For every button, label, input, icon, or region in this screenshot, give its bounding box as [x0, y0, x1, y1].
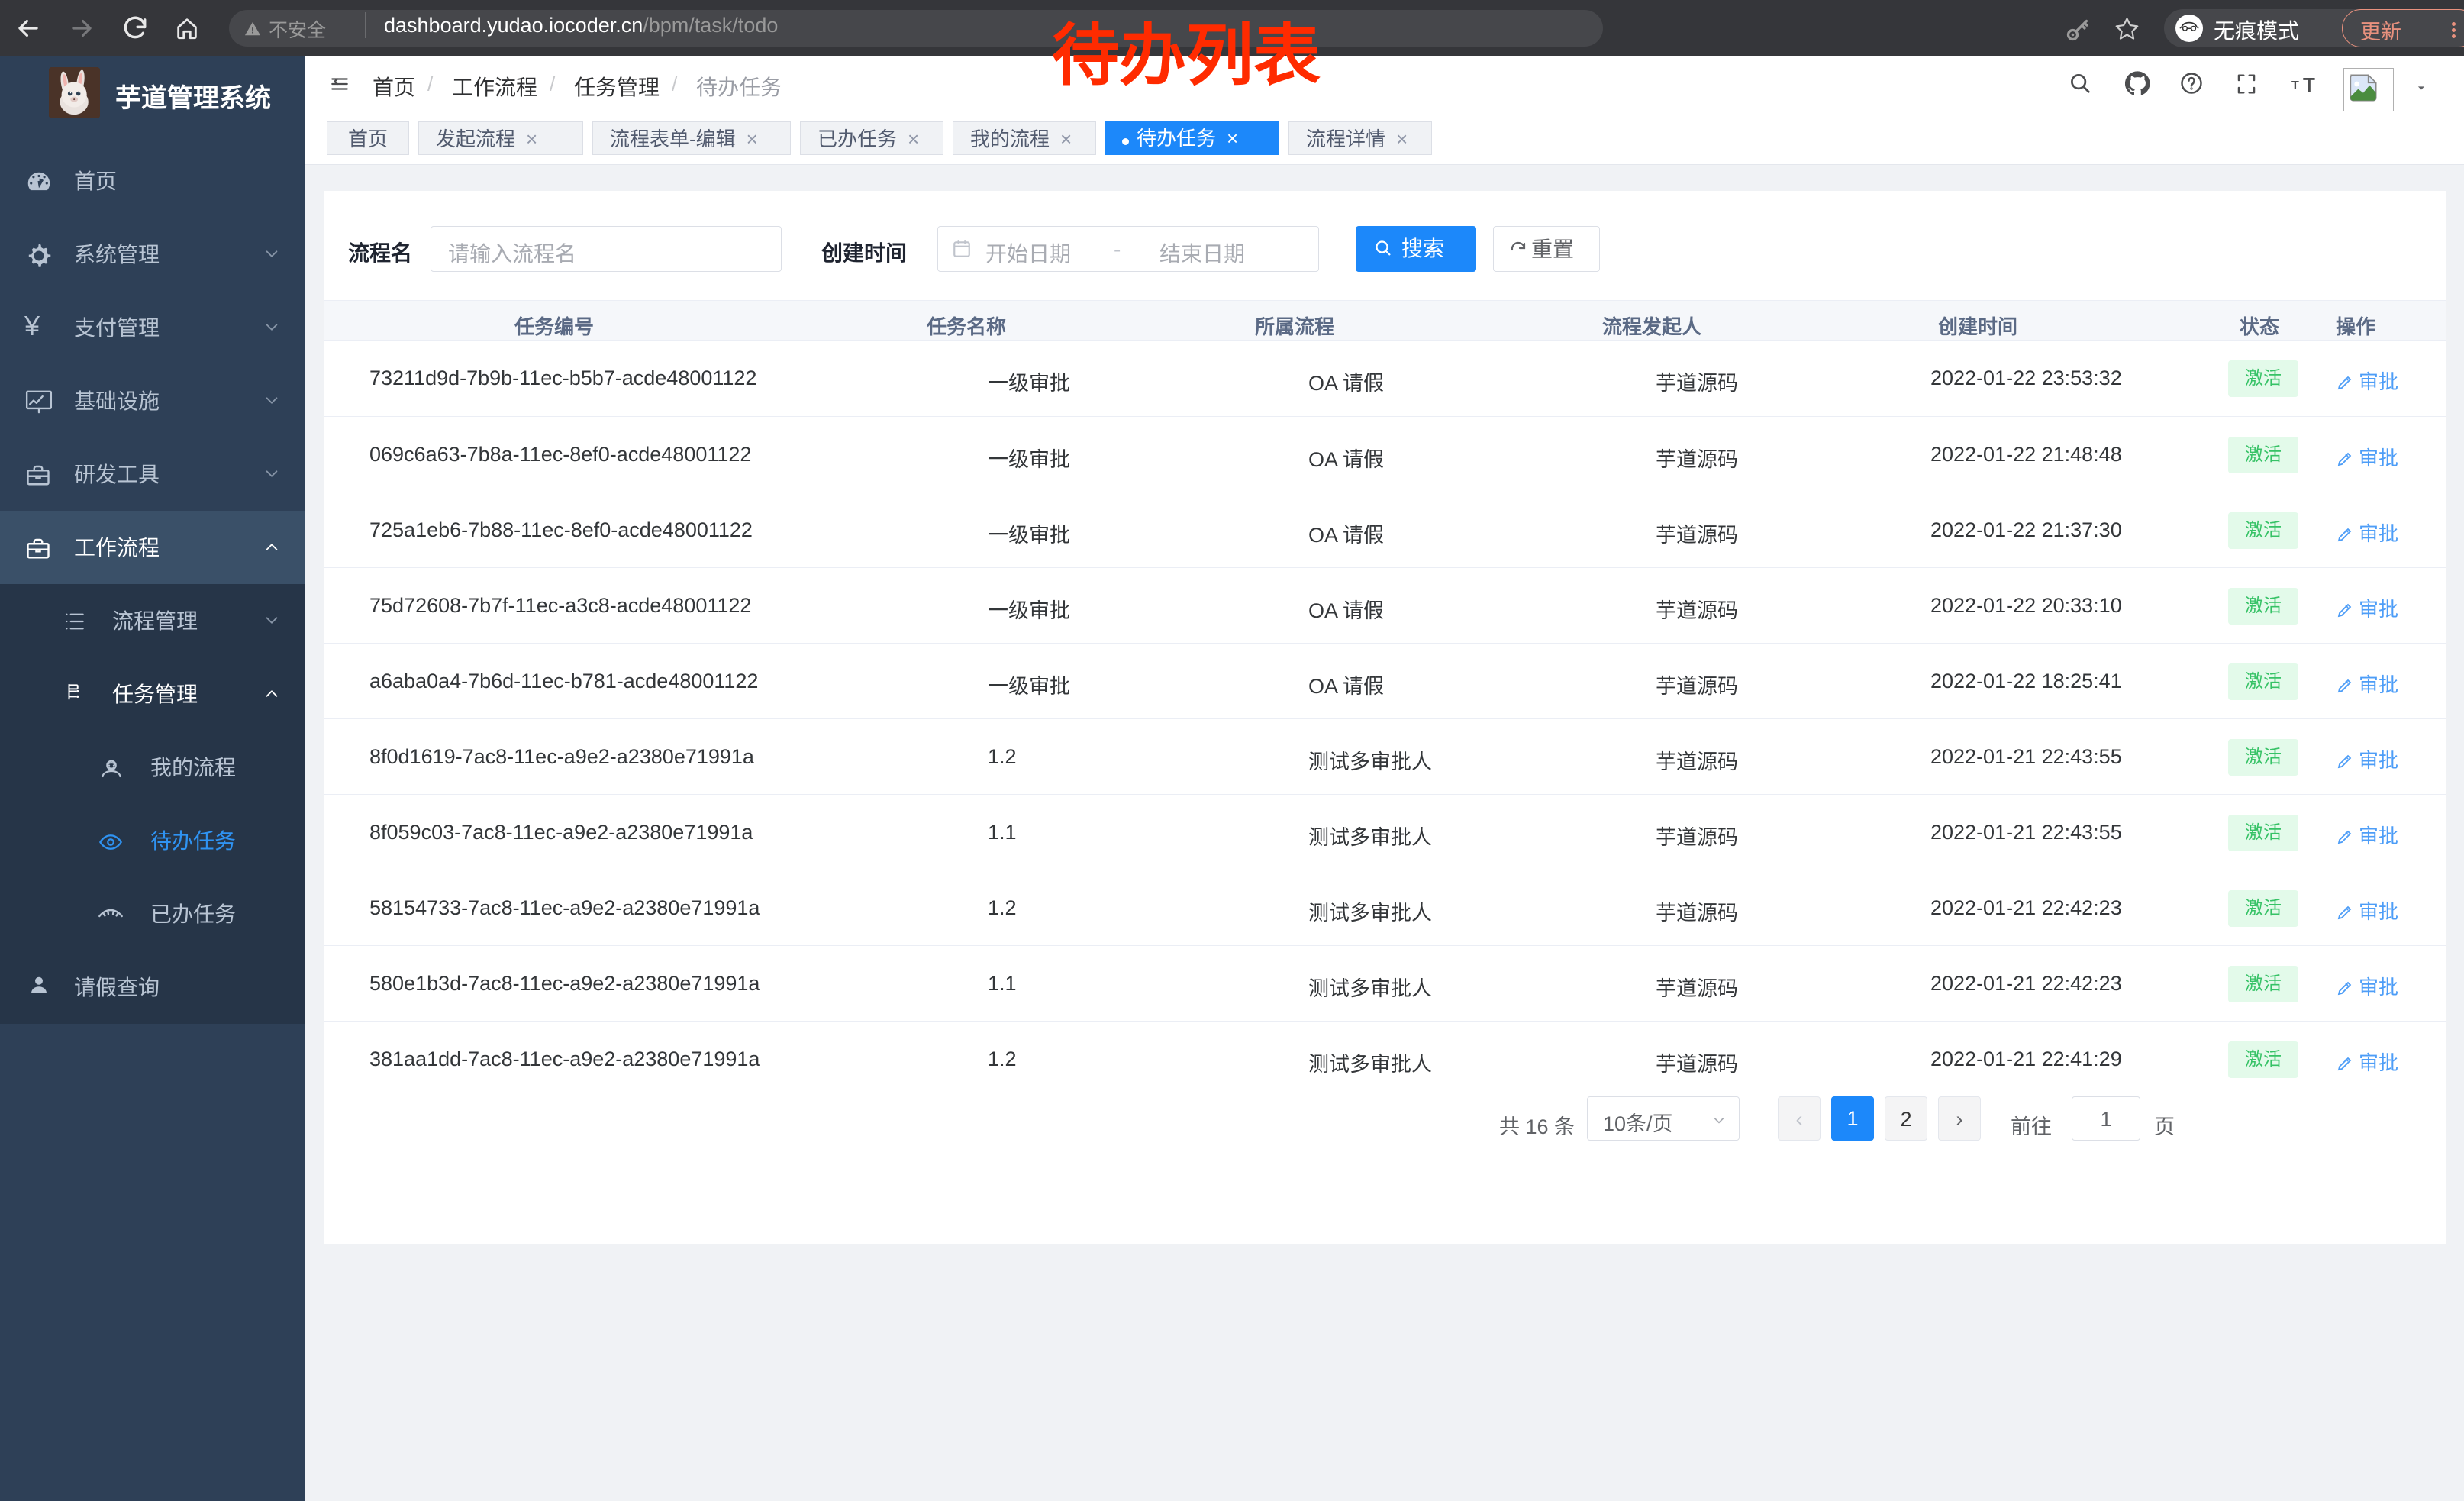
- svg-text:T: T: [2291, 79, 2299, 92]
- svg-text:T: T: [2303, 74, 2315, 95]
